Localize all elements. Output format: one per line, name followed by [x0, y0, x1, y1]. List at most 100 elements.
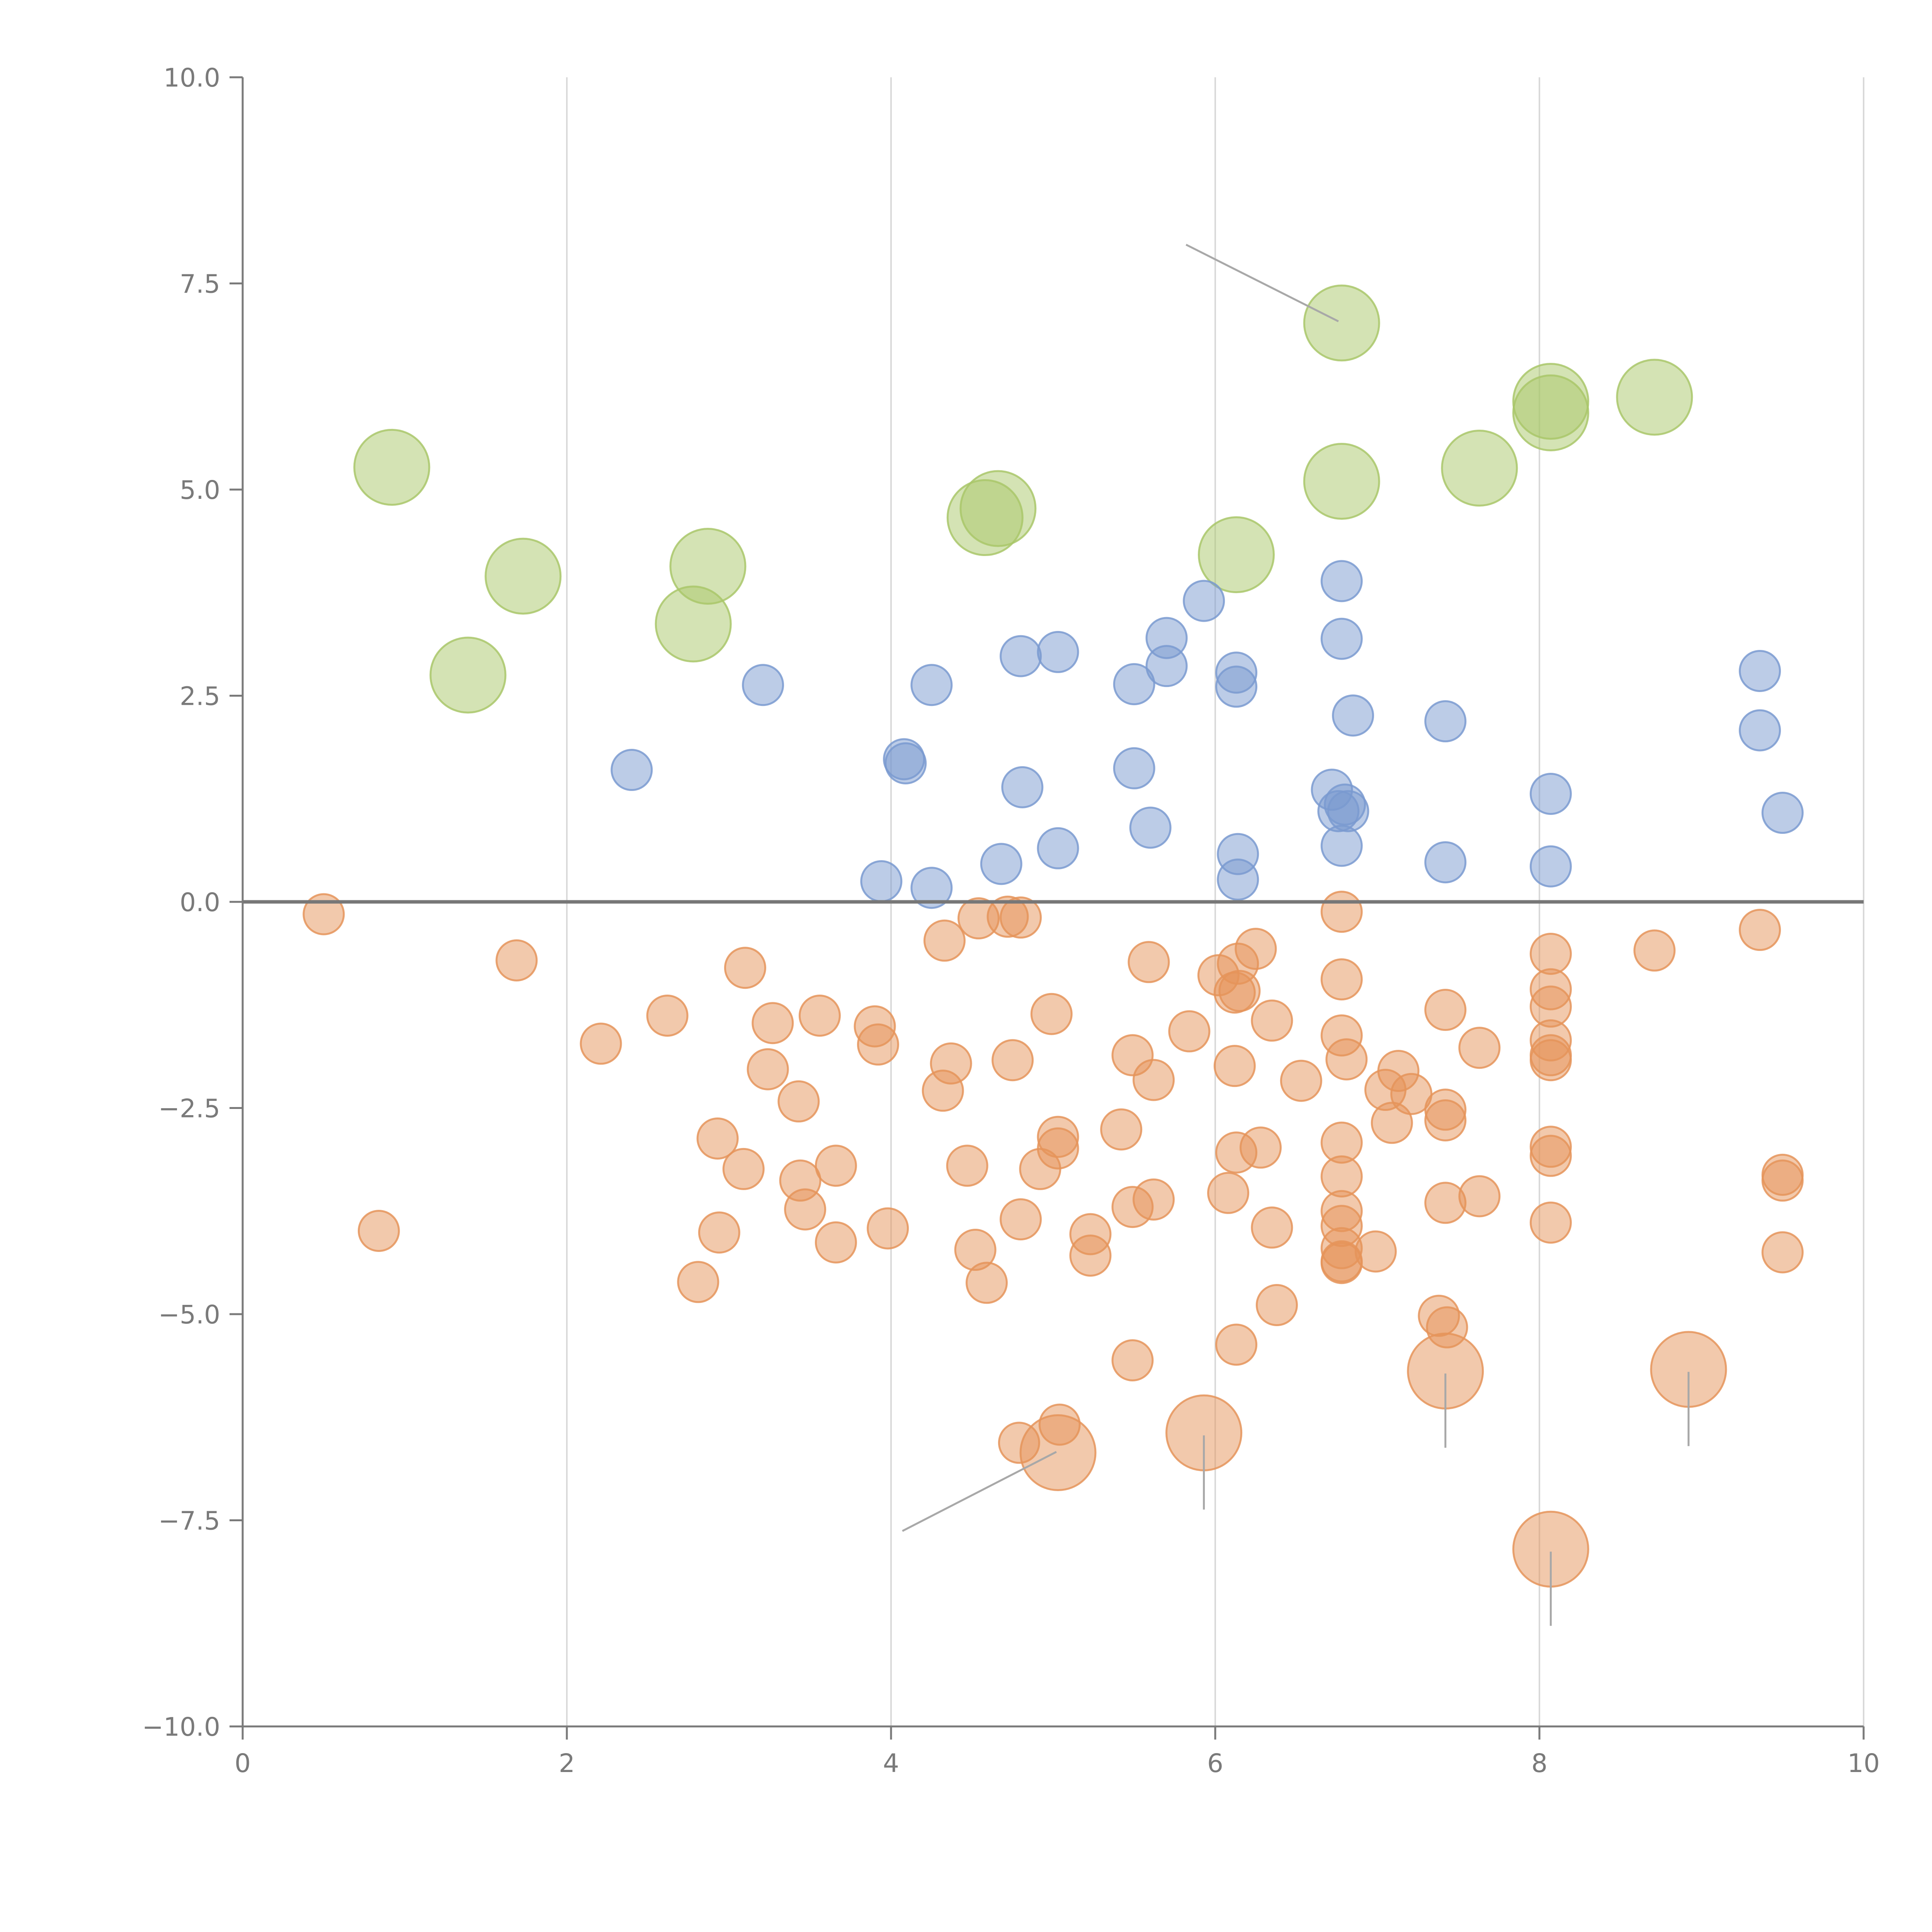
data-point-orange	[1739, 909, 1781, 951]
data-point-orange	[1255, 1284, 1298, 1327]
data-point-orange	[1000, 1198, 1042, 1241]
data-point-orange	[1424, 989, 1467, 1031]
data-point-green	[1303, 284, 1380, 362]
data-point-orange	[930, 1042, 972, 1085]
x-tick-label: 4	[883, 1748, 899, 1778]
data-point-green	[1512, 374, 1589, 452]
data-point-orange	[1133, 1178, 1175, 1221]
data-point-green	[669, 527, 747, 605]
y-tick-label: 10.0	[163, 63, 220, 93]
x-tick-label: 2	[559, 1748, 575, 1778]
data-point-blue	[1215, 665, 1258, 708]
data-point-orange	[1354, 1230, 1397, 1273]
data-point-orange	[677, 1261, 719, 1303]
data-point-orange	[698, 1211, 740, 1254]
data-point-blue	[1320, 825, 1363, 867]
data-point-orange	[992, 1039, 1034, 1082]
data-point-orange	[857, 1023, 899, 1066]
series-blue	[611, 560, 1804, 909]
data-point-blue	[1529, 772, 1572, 815]
data-point-orange	[724, 947, 766, 989]
data-point-orange	[1218, 969, 1261, 1012]
data-point-blue	[1001, 766, 1044, 808]
data-point-blue	[1739, 650, 1781, 692]
data-point-blue	[980, 843, 1022, 885]
y-tick-label: −2.5	[158, 1094, 220, 1124]
data-point-orange	[1280, 1060, 1322, 1102]
data-point-green	[485, 537, 562, 615]
data-point-orange	[1529, 1201, 1572, 1244]
data-point-blue	[1739, 709, 1781, 752]
data-point-orange	[752, 1002, 794, 1044]
data-point-green	[353, 429, 430, 506]
data-point-blue	[1320, 617, 1363, 660]
data-point-blue	[1113, 747, 1155, 789]
series-orange	[303, 891, 1804, 1464]
data-point-orange	[1133, 1059, 1175, 1101]
data-point-blue	[1320, 560, 1363, 602]
data-point-orange	[815, 1145, 857, 1187]
data-point-orange	[1761, 1159, 1804, 1202]
data-point-blue	[1217, 858, 1259, 901]
data-point-orange	[867, 1207, 909, 1250]
data-point-orange	[646, 994, 689, 1037]
data-point-orange	[1069, 1234, 1112, 1277]
data-point-orange	[1128, 941, 1170, 983]
data-point-orange	[1215, 1323, 1258, 1366]
data-point-orange	[1235, 928, 1277, 970]
data-point-orange	[1207, 1172, 1250, 1214]
annotation-line	[902, 1451, 1057, 1532]
y-tick-label: 5.0	[180, 475, 220, 505]
data-point-blue	[1113, 663, 1155, 706]
annotation-line	[1185, 243, 1339, 322]
data-point-orange	[777, 1080, 820, 1122]
data-point-orange	[1251, 1206, 1293, 1249]
data-point-blue	[1037, 827, 1079, 869]
data-point-orange	[580, 1022, 622, 1065]
data-point-blue	[884, 742, 927, 784]
series-green	[353, 284, 1693, 714]
data-point-orange	[696, 1117, 739, 1160]
y-axis-ticks: 10.0 7.5 5.0 2.5 0.0 −2.5 −5.0 −7.5 −10.0	[142, 63, 243, 1742]
data-point-blue	[742, 664, 784, 706]
data-point-orange	[357, 1209, 400, 1252]
data-point-orange	[1168, 1010, 1211, 1053]
data-point-orange	[946, 1145, 988, 1187]
data-point-green	[1441, 430, 1518, 507]
y-tick-label: 7.5	[180, 269, 220, 299]
x-tick-label: 8	[1531, 1748, 1548, 1778]
data-point-orange	[303, 893, 345, 935]
data-point-blue	[1000, 635, 1042, 677]
data-point-green	[1198, 516, 1275, 594]
data-point-orange	[1529, 1134, 1572, 1177]
data-point-orange	[1325, 1038, 1368, 1081]
data-point-blue	[1183, 580, 1225, 622]
data-point-orange	[798, 994, 841, 1037]
x-tick-label: 0	[235, 1748, 251, 1778]
data-point-orange	[966, 1262, 1008, 1304]
x-tick-label: 10	[1847, 1748, 1880, 1778]
data-point-blue	[611, 749, 653, 791]
data-point-orange	[1458, 1027, 1501, 1069]
y-tick-label: −5.0	[158, 1300, 220, 1330]
data-point-orange	[1111, 1339, 1154, 1382]
data-point-orange	[1000, 896, 1042, 939]
y-tick-label: 0.0	[180, 888, 220, 917]
data-point-orange	[1100, 1108, 1143, 1151]
data-point-orange	[1037, 1127, 1079, 1170]
data-point-orange	[747, 1048, 789, 1090]
data-point-blue	[1424, 700, 1467, 743]
data-point-orange	[1529, 932, 1572, 975]
data-point-blue	[1327, 790, 1369, 832]
data-point-orange	[923, 919, 966, 962]
data-point-green	[1303, 443, 1380, 520]
data-point-orange	[1320, 958, 1363, 1001]
data-point-orange	[1030, 993, 1073, 1035]
data-point-green	[429, 636, 507, 714]
x-axis-ticks: 0 2 4 6 8 10	[235, 1726, 1880, 1778]
data-point-blue	[1332, 694, 1374, 737]
data-point-blue	[910, 664, 953, 706]
data-point-blue	[1424, 841, 1467, 884]
data-point-orange-large	[1019, 1414, 1097, 1492]
